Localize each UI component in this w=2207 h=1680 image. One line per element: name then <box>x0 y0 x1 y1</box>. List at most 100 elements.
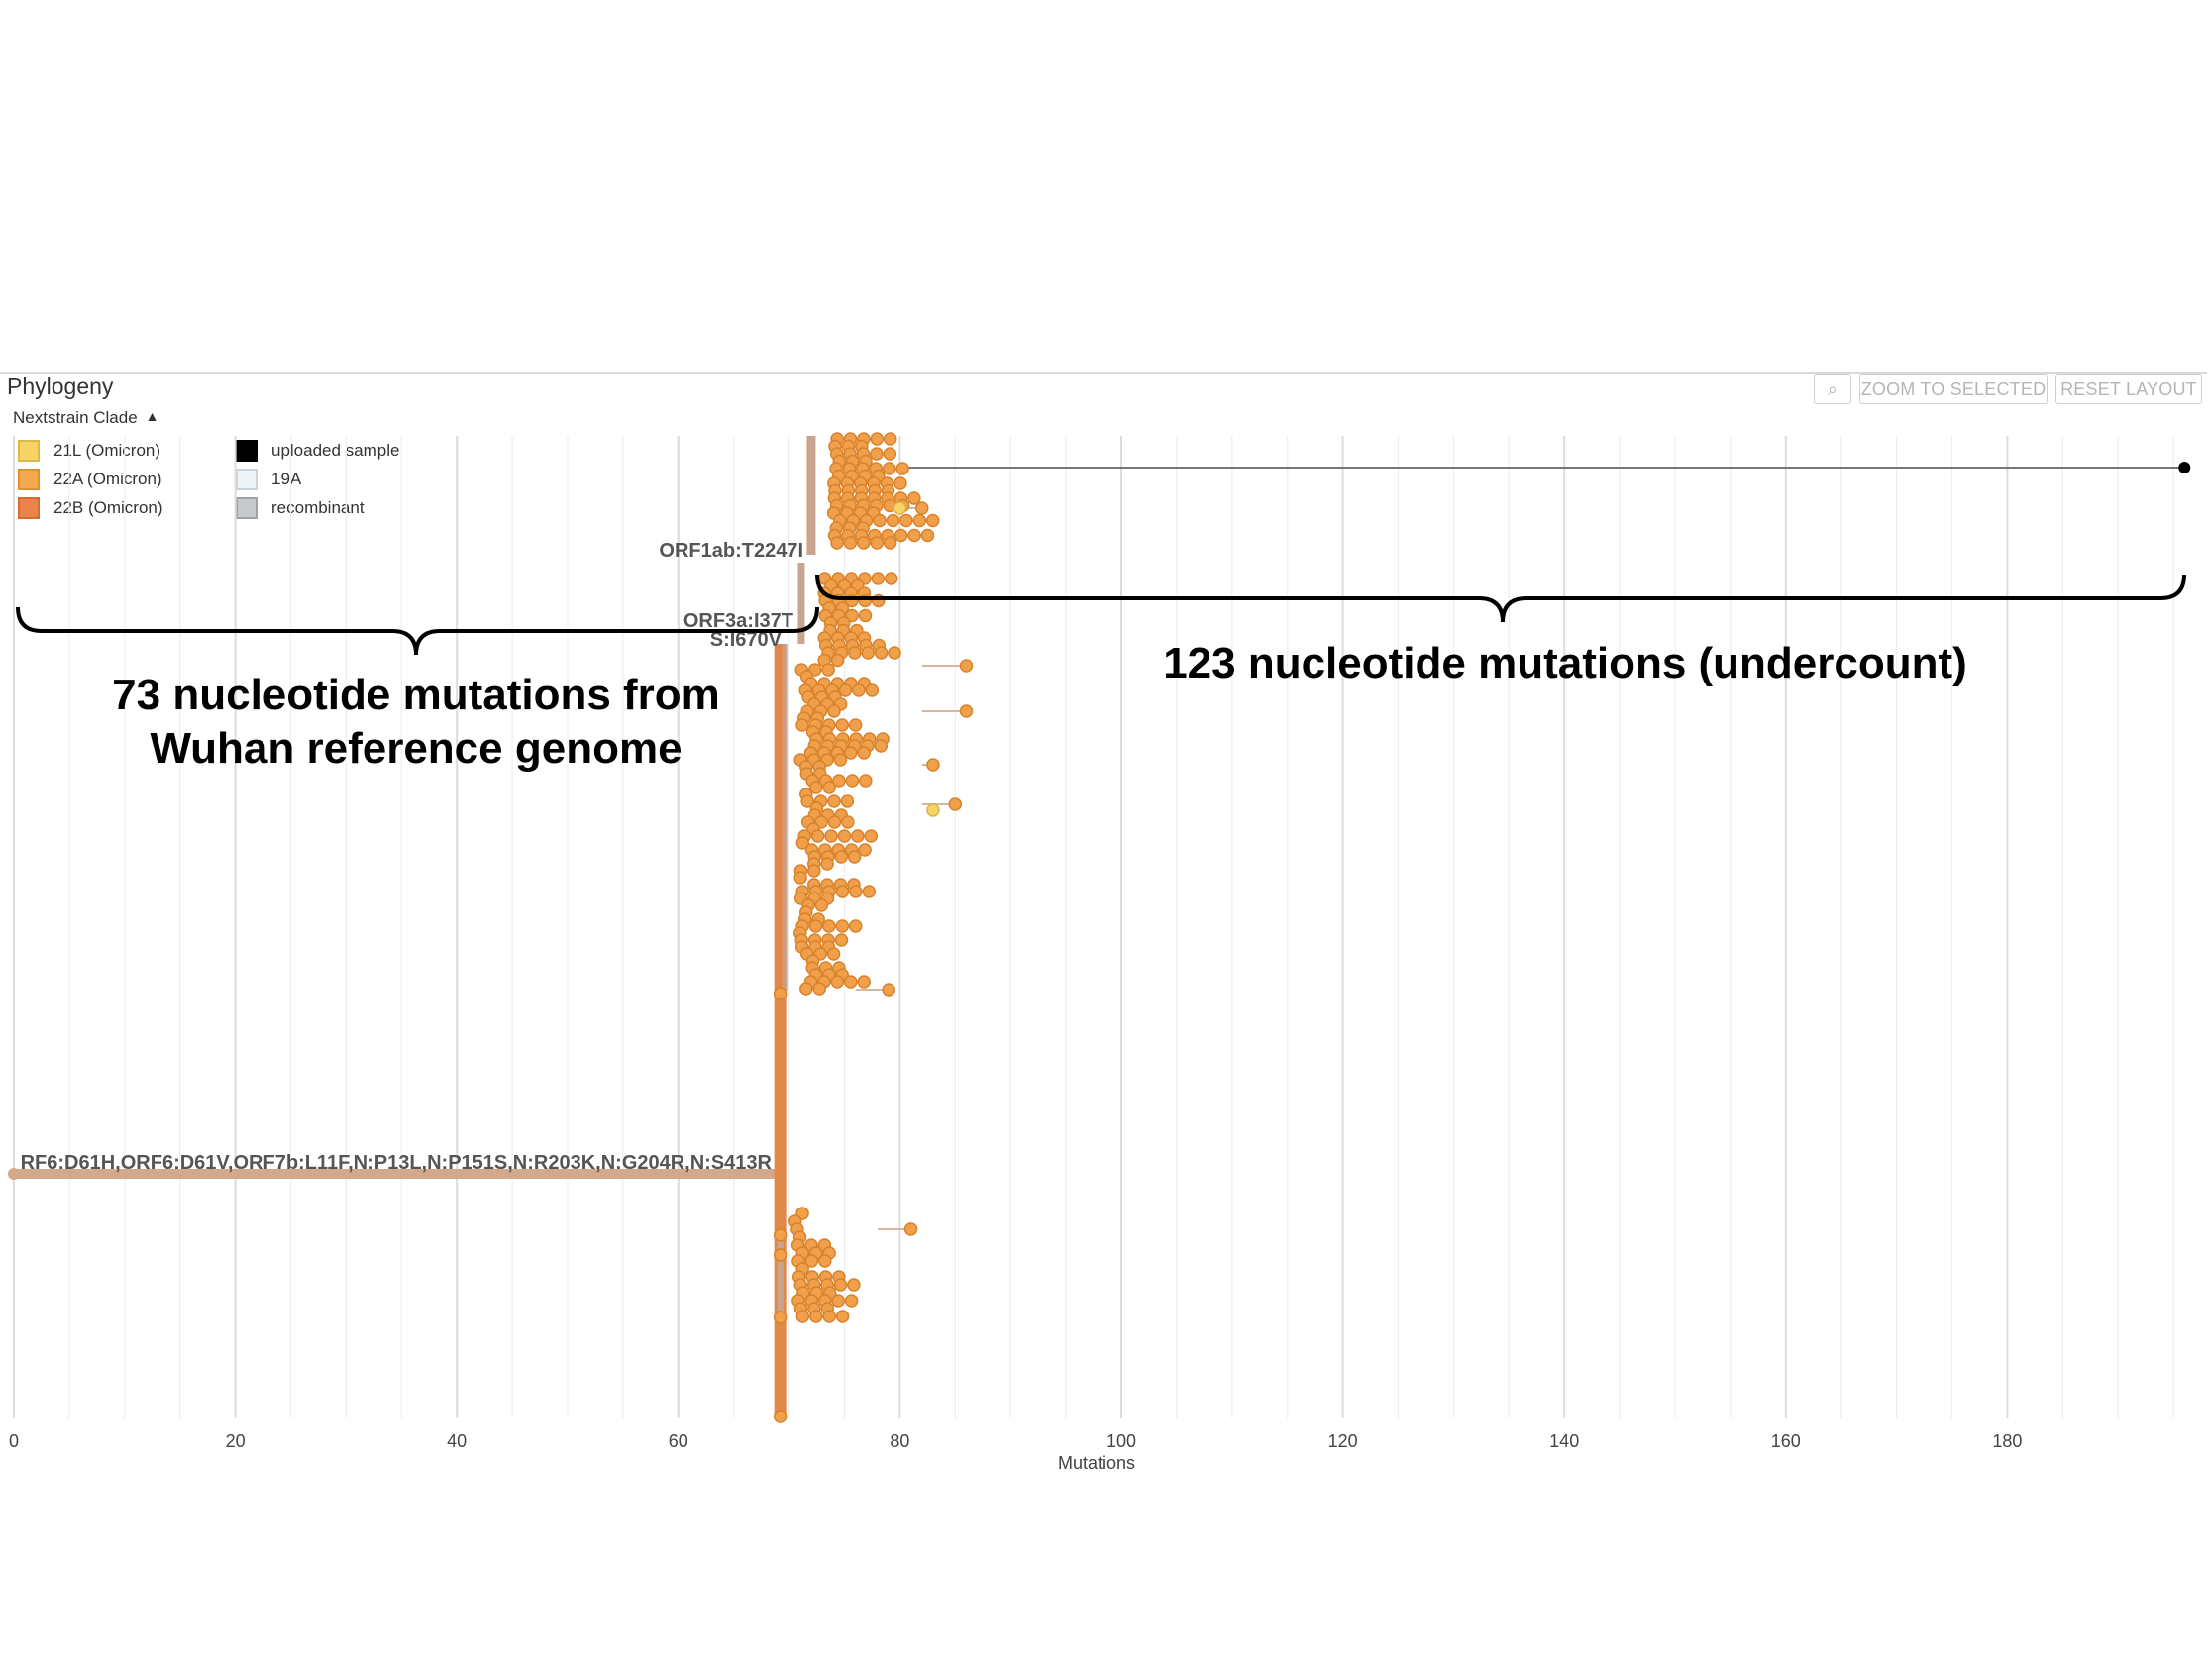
x-axis-tick-label: 180 <box>1992 1431 2022 1451</box>
tip-node <box>920 528 935 543</box>
tip-node <box>882 983 895 997</box>
legend-swatch <box>18 497 40 519</box>
tip-node <box>874 739 889 753</box>
tip-node <box>835 919 850 933</box>
tip-node <box>795 1310 810 1323</box>
trunk-node <box>773 1311 788 1324</box>
tip-node <box>948 797 963 811</box>
root-branch-label: RF6:D61H,ORF6:D61V,ORF7b:L11F,N:P13L,N:P… <box>21 1152 773 1174</box>
x-axis-tick-label: 0 <box>9 1431 19 1451</box>
tip-node <box>800 794 814 808</box>
tip-node <box>959 659 974 673</box>
tip-node <box>864 829 879 843</box>
zoom-to-selected-button[interactable]: ZOOM TO SELECTED <box>1859 374 2048 404</box>
tip-node <box>926 758 940 772</box>
tip-node <box>795 718 809 732</box>
tip-node <box>883 447 897 461</box>
tip-node <box>795 836 810 850</box>
x-axis-tick-label: 40 <box>447 1431 467 1451</box>
legend-label: 19A <box>271 470 302 488</box>
tip-node <box>865 683 880 697</box>
tip-node <box>857 975 871 989</box>
tip-node <box>903 1222 918 1236</box>
tree-tips <box>8 432 2191 1423</box>
tip-node <box>862 885 877 898</box>
tip-node <box>861 646 875 660</box>
grid-lines <box>13 436 2174 1418</box>
legend-label: 22A (Omicron) <box>53 470 162 488</box>
tip-node <box>835 1310 850 1323</box>
tip-node <box>832 774 846 788</box>
tip-node <box>818 1254 832 1268</box>
tip-node <box>837 829 852 843</box>
tip-node <box>848 646 862 660</box>
tree-branches <box>9 436 2185 1418</box>
tip-node <box>852 683 866 697</box>
tip-node <box>857 746 871 760</box>
legend-swatch <box>236 469 258 490</box>
tip-node <box>835 885 850 898</box>
tip-node <box>827 815 842 829</box>
tip-node <box>799 982 813 996</box>
tip-node <box>838 683 853 697</box>
legend-label: 21L (Omicron) <box>53 441 161 460</box>
x-axis-label: Mutations <box>1058 1453 1135 1473</box>
legend-swatch <box>236 440 258 462</box>
tip-node <box>822 781 836 794</box>
orf1ab-branch-label: ORF1ab:T2247I <box>659 540 803 562</box>
legend-label: 22B (Omicron) <box>53 498 163 517</box>
legend-label: recombinant <box>271 498 365 517</box>
tip-node <box>841 815 855 829</box>
tip-node <box>925 513 940 528</box>
tip-node <box>845 774 860 788</box>
reset-layout-button[interactable]: RESET LAYOUT <box>2055 374 2202 404</box>
panel-title: Phylogeny <box>7 373 114 399</box>
tip-node <box>848 718 863 732</box>
left-annotation-line-1: 73 nucleotide mutations from <box>112 671 720 719</box>
tip-node <box>830 975 845 989</box>
tip-node <box>893 528 908 543</box>
tip-node <box>807 864 821 878</box>
tip-node <box>845 608 859 623</box>
panel-top-divider <box>0 372 2207 374</box>
tip-node <box>895 462 909 475</box>
x-axis-tick-label: 100 <box>1106 1431 1136 1451</box>
legend-toggle[interactable]: Nextstrain Clade ▲ <box>13 408 159 428</box>
zoom-icon-button[interactable]: ⌕ <box>1814 374 1851 404</box>
x-axis-tick-label: 160 <box>1771 1431 1801 1451</box>
uploaded-sample-node <box>2178 462 2191 473</box>
tip-node <box>827 794 841 808</box>
tip-node <box>843 536 858 550</box>
legend-swatch <box>18 469 40 490</box>
tip-node <box>883 432 897 446</box>
magnifier-icon: ⌕ <box>1827 379 1839 399</box>
tip-node <box>882 462 896 475</box>
annotation-braces <box>16 574 2186 656</box>
tip-node <box>833 753 848 767</box>
x-axis: Mutations 0 20 40 60 80 100 120 140 160 180 <box>9 1431 2022 1473</box>
tip-node <box>826 947 841 961</box>
tip-node <box>907 491 921 505</box>
tip-node <box>912 513 927 528</box>
tip-node <box>859 774 873 788</box>
tip-node <box>831 1294 845 1308</box>
x-axis-tick-label: 80 <box>890 1431 909 1451</box>
tip-node <box>814 898 829 912</box>
tip-node <box>874 646 889 660</box>
tip-node <box>871 572 886 585</box>
tip-node <box>857 536 871 550</box>
tip-node <box>870 432 885 446</box>
tip-node <box>810 829 825 843</box>
tip-node <box>809 781 823 794</box>
x-axis-tick-label: 120 <box>1328 1431 1358 1451</box>
tip-node <box>834 933 849 947</box>
legend-title: Nextstrain Clade <box>13 408 138 427</box>
tip-node <box>840 794 855 808</box>
right-annotation: 123 nucleotide mutations (undercount) <box>1163 639 1967 687</box>
orf3a-branch-label: ORF3a:I37T <box>683 610 793 632</box>
tip-node <box>907 528 921 543</box>
tip-node <box>873 513 887 528</box>
tip-node <box>793 871 807 885</box>
tip-node <box>821 663 835 677</box>
